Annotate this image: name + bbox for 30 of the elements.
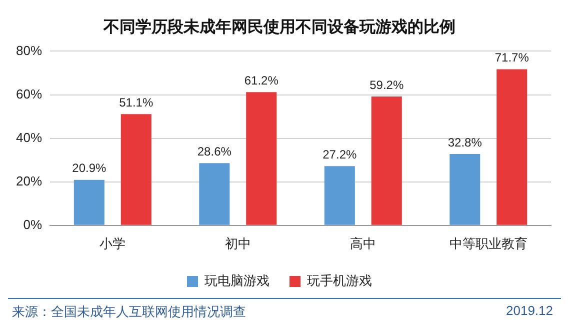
y-tick-label: 20% [16,173,42,188]
x-tick-label: 初中 [224,236,251,251]
y-tick-label: 80% [16,42,42,58]
bar [496,69,528,225]
data-label: 28.6% [197,144,232,158]
bar [371,96,402,225]
x-tick-label: 中等职业教育 [449,236,528,251]
y-tick-label: 40% [16,130,42,145]
source-note: 来源：全国未成年人互联网使用情况调查 [12,303,246,321]
bar [246,92,277,225]
y-tick-label: 0% [23,216,42,232]
x-tick-label: 高中 [350,236,376,251]
data-label: 51.1% [119,95,154,110]
text: 2019.12 [506,303,553,320]
data-label: 32.8% [448,135,482,150]
bar [74,180,104,225]
bar [450,154,480,225]
bar [120,114,152,225]
data-label: 59.2% [370,78,404,92]
data-label: 27.2% [322,147,357,162]
legend-label: 玩电脑游戏 [204,273,270,288]
bar [324,166,355,225]
data-label: 71.7% [494,50,530,65]
data-label: 20.9% [72,161,106,176]
legend-label: 玩手机游戏 [307,273,372,288]
x-tick-label: 小学 [100,236,126,251]
data-label: 61.2% [244,73,279,88]
chart-title: 不同学历段未成年网民使用不同设备玩游戏的比例 [102,18,456,36]
bar [199,163,230,225]
y-tick-label: 60% [16,86,42,102]
